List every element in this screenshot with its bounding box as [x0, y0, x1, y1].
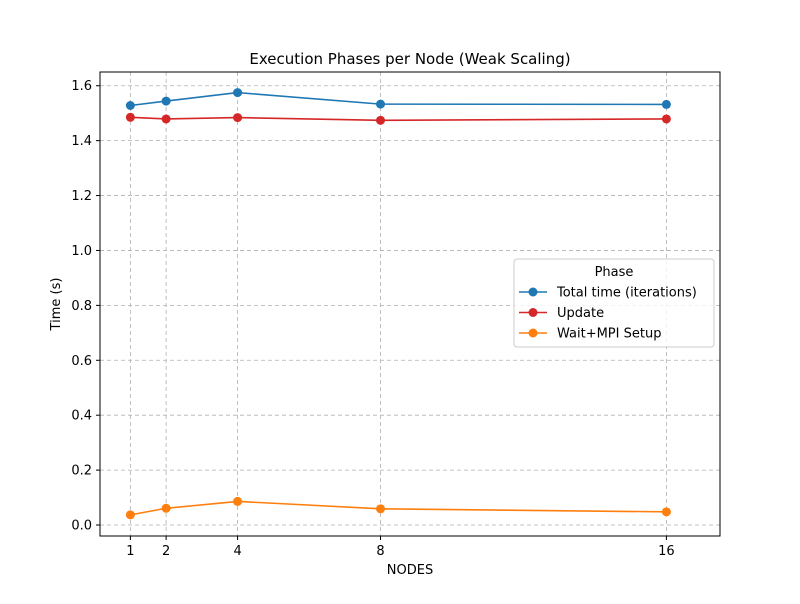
legend-marker — [528, 308, 538, 317]
y-axis-title: Time (s) — [49, 278, 64, 332]
y-tick-label: 1.4 — [71, 134, 92, 149]
legend-label: Total time (iterations) — [556, 286, 697, 301]
data-point — [376, 504, 386, 514]
legend-title: Phase — [595, 265, 634, 280]
y-tick-label: 1.2 — [71, 189, 92, 204]
legend-label: Update — [557, 306, 604, 321]
x-tick-label: 2 — [162, 544, 170, 559]
data-point — [233, 496, 243, 506]
legend: Phase Total time (iterations) Update Wait+… — [513, 258, 715, 348]
data-point — [376, 115, 386, 125]
data-point — [125, 510, 135, 520]
series-line — [130, 116, 667, 122]
data-point — [661, 507, 671, 517]
data-point — [125, 112, 135, 122]
x-axis-title: NODES — [387, 563, 433, 578]
data-point — [233, 88, 243, 98]
series-line — [130, 500, 667, 516]
x-tick-label: 16 — [658, 544, 675, 559]
series-2 — [125, 496, 671, 520]
legend-items: Total time (iterations) Update Wait+MPI Se… — [519, 286, 697, 342]
legend-item: Total time (iterations) — [519, 286, 697, 301]
series-0 — [125, 88, 671, 110]
legend-marker — [528, 328, 538, 338]
legend-label: Wait+MPI Setup — [557, 327, 661, 342]
x-tick-label: 1 — [126, 544, 134, 559]
legend-box — [513, 258, 715, 348]
legend-item: Wait+MPI Setup — [519, 327, 661, 342]
data-point — [161, 503, 171, 513]
series-1 — [125, 112, 671, 125]
y-tick-label: 0.0 — [71, 519, 92, 534]
data-point — [161, 96, 171, 106]
data-point — [661, 99, 671, 109]
data-point — [376, 99, 386, 109]
series-line — [130, 91, 667, 107]
data-point — [661, 114, 671, 124]
y-tick-label: 0.4 — [71, 409, 92, 424]
y-tick-label: 0.8 — [71, 299, 92, 314]
data-point — [125, 100, 135, 110]
data-point — [233, 113, 243, 123]
plot-frame — [99, 71, 721, 537]
legend-item: Update — [519, 306, 604, 321]
chart-title: Execution Phases per Node (Weak Scaling) — [249, 50, 570, 68]
x-tick-label: 4 — [233, 544, 241, 559]
series-layer — [125, 88, 671, 520]
y-tick-label: 0.2 — [71, 464, 92, 479]
legend-marker — [528, 287, 538, 297]
y-tick-label: 1.0 — [71, 244, 92, 259]
data-point — [161, 114, 171, 124]
axis-ticks: 1 2 4 8 16 0.0 0.2 0.4 0.6 0.8 1.0 1.2 1.4 1.6 — [71, 79, 674, 559]
y-tick-label: 1.6 — [71, 79, 92, 94]
x-tick-label: 8 — [376, 544, 384, 559]
y-tick-label: 0.6 — [71, 354, 92, 369]
